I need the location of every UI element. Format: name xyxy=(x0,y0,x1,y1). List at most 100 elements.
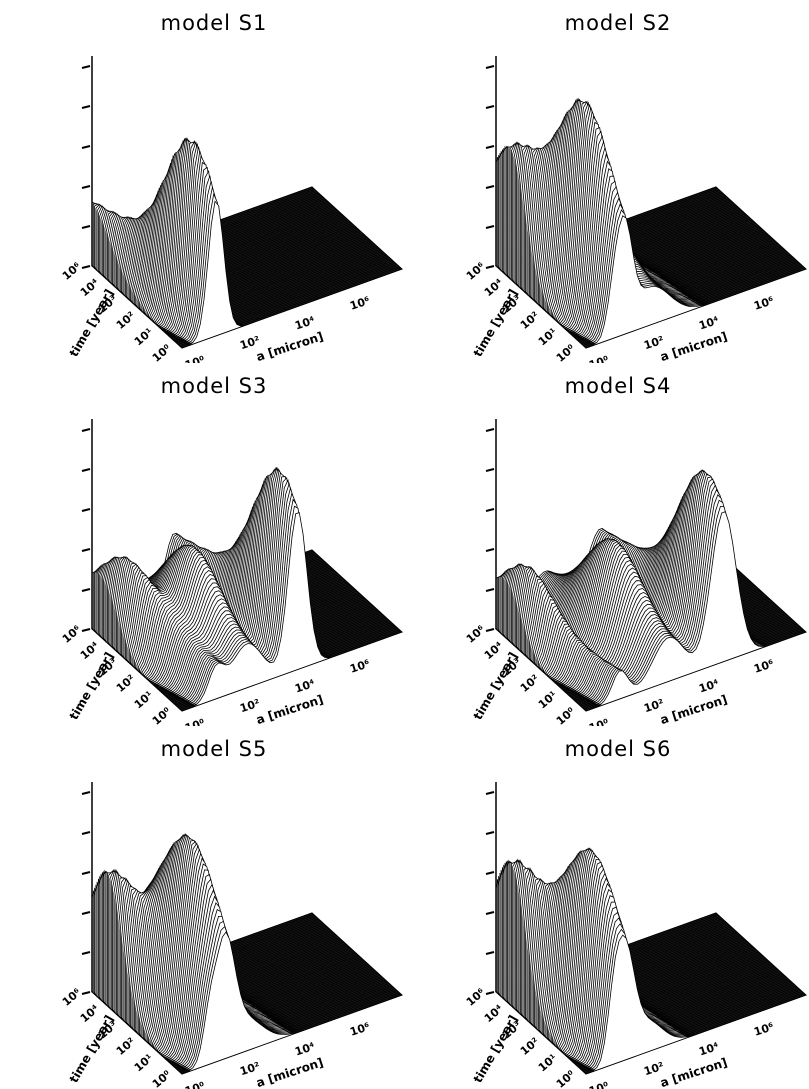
t-tick-label: 10⁰ xyxy=(554,342,578,363)
surface-mesh xyxy=(91,833,403,1075)
t-tick-label: 10² xyxy=(114,672,138,695)
z-tick xyxy=(485,105,495,109)
a-tick-label: 10⁸ xyxy=(403,274,404,293)
a-tick-label: 10⁸ xyxy=(807,274,808,293)
t-tick-label: 10⁶ xyxy=(60,986,84,1009)
t-tick-label: 10⁶ xyxy=(464,623,488,646)
z-tick xyxy=(81,628,91,632)
t-tick-label: 10² xyxy=(518,1035,542,1058)
t-tick-label: 10¹ xyxy=(132,1051,156,1074)
surface-plot-3: model S310⁰10²10⁴10⁶10⁸a [micron]10⁰10¹1… xyxy=(60,374,404,726)
t-tick-label: 10⁶ xyxy=(60,623,84,646)
a-tick-label: 10² xyxy=(238,334,261,353)
z-tick xyxy=(485,791,495,795)
a-tick-label: 10² xyxy=(238,1060,261,1079)
t-tick-label: 10¹ xyxy=(536,325,560,348)
z-tick xyxy=(485,65,495,69)
t-tick-label: 10⁶ xyxy=(464,986,488,1009)
a-axis-label: a [micron] xyxy=(658,329,729,363)
panel-3: model S310⁰10²10⁴10⁶10⁸a [micron]10⁰10¹1… xyxy=(0,363,404,726)
t-tick-label: 10⁶ xyxy=(464,260,488,283)
t-tick-label: 10¹ xyxy=(132,688,156,711)
panel-4: model S410⁰10²10⁴10⁶10⁸a [micron]10⁰10¹1… xyxy=(404,363,808,726)
t-tick-label: 10¹ xyxy=(536,688,560,711)
z-tick xyxy=(485,468,495,472)
surface-plot-2: model S210⁰10²10⁴10⁶10⁸a [micron]10⁰10¹1… xyxy=(464,11,808,363)
z-tick xyxy=(485,508,495,512)
t-tick-label: 10⁰ xyxy=(554,705,578,726)
surface-mesh xyxy=(495,847,807,1075)
t-tick-label: 10¹ xyxy=(536,1051,560,1074)
panel-2: model S210⁰10²10⁴10⁶10⁸a [micron]10⁰10¹1… xyxy=(404,0,808,363)
a-tick-label: 10⁸ xyxy=(807,637,808,656)
z-tick xyxy=(81,508,91,512)
a-tick-label: 10⁴ xyxy=(293,1040,316,1059)
panel-title: model S4 xyxy=(565,374,672,398)
t-tick-label: 10⁰ xyxy=(150,705,174,726)
z-tick xyxy=(81,225,91,229)
z-tick xyxy=(81,911,91,915)
z-tick xyxy=(81,588,91,592)
a-tick-label: 10⁸ xyxy=(403,1000,404,1019)
surface-mesh xyxy=(495,97,807,349)
z-tick xyxy=(485,831,495,835)
t-tick-label: 10² xyxy=(518,309,542,332)
a-tick-label: 10⁰ xyxy=(587,353,610,363)
surface-plot-1: model S110⁰10²10⁴10⁶10⁸a [micron]10⁰10¹1… xyxy=(60,11,404,363)
a-tick-label: 10⁶ xyxy=(752,294,775,313)
a-tick-label: 10⁶ xyxy=(752,657,775,676)
a-tick-label: 10⁰ xyxy=(183,353,206,363)
t-tick-label: 10² xyxy=(114,309,138,332)
a-tick-label: 10⁶ xyxy=(752,1020,775,1039)
z-tick xyxy=(81,951,91,955)
surface-mesh xyxy=(91,466,403,712)
a-tick-label: 10² xyxy=(642,697,665,716)
panel-5: model S510⁰10²10⁴10⁶10⁸a [micron]10⁰10¹1… xyxy=(0,726,404,1089)
z-tick xyxy=(81,548,91,552)
t-axis-label: time [year] xyxy=(67,287,117,359)
z-tick xyxy=(485,871,495,875)
z-tick xyxy=(81,791,91,795)
a-axis-label: a [micron] xyxy=(658,692,729,726)
a-tick-label: 10² xyxy=(642,334,665,353)
a-axis-label: a [micron] xyxy=(254,1055,325,1089)
t-tick-label: 10⁰ xyxy=(554,1068,578,1089)
z-tick xyxy=(81,831,91,835)
a-tick-label: 10² xyxy=(642,1060,665,1079)
panel-title: model S3 xyxy=(161,374,268,398)
a-axis-label: a [micron] xyxy=(254,329,325,363)
z-tick xyxy=(81,65,91,69)
a-tick-label: 10⁰ xyxy=(183,716,206,726)
panel-6: model S610⁰10²10⁴10⁶10⁸a [micron]10⁰10¹1… xyxy=(404,726,808,1089)
z-tick xyxy=(81,145,91,149)
t-tick-label: 10⁰ xyxy=(150,1068,174,1089)
z-tick xyxy=(485,991,495,995)
a-tick-label: 10⁸ xyxy=(403,637,404,656)
z-tick xyxy=(81,105,91,109)
t-axis-label: time [year] xyxy=(67,650,117,722)
panel-title: model S1 xyxy=(161,11,268,35)
t-axis-label: time [year] xyxy=(471,650,521,722)
surface-mesh xyxy=(495,469,807,712)
z-tick xyxy=(485,951,495,955)
a-tick-label: 10⁴ xyxy=(697,677,720,696)
z-tick xyxy=(81,468,91,472)
a-tick-label: 10⁰ xyxy=(587,1079,610,1089)
z-tick xyxy=(81,871,91,875)
a-tick-label: 10⁴ xyxy=(697,1040,720,1059)
t-axis-label: time [year] xyxy=(471,287,521,359)
z-tick xyxy=(485,548,495,552)
a-tick-label: 10² xyxy=(238,697,261,716)
surface-plot-5: model S510⁰10²10⁴10⁶10⁸a [micron]10⁰10¹1… xyxy=(60,737,404,1089)
z-tick xyxy=(81,991,91,995)
surface-plot-6: model S610⁰10²10⁴10⁶10⁸a [micron]10⁰10¹1… xyxy=(464,737,808,1089)
a-tick-label: 10⁰ xyxy=(587,716,610,726)
z-tick xyxy=(485,265,495,269)
z-tick xyxy=(485,628,495,632)
t-axis-label: time [year] xyxy=(67,1013,117,1085)
surface-mesh xyxy=(91,136,403,349)
z-tick xyxy=(81,428,91,432)
panel-1: model S110⁰10²10⁴10⁶10⁸a [micron]10⁰10¹1… xyxy=(0,0,404,363)
z-tick xyxy=(485,428,495,432)
